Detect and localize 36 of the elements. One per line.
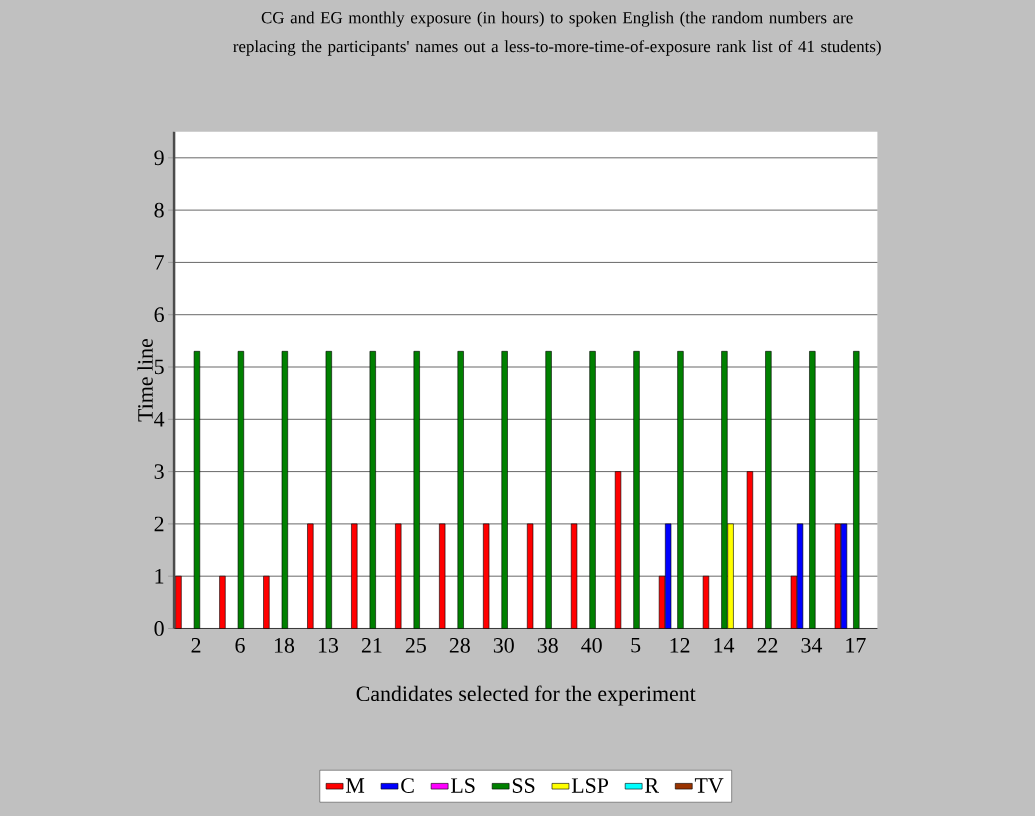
x-tick-label: 2 bbox=[191, 637, 201, 653]
x-tick-label: 5 bbox=[631, 637, 641, 653]
x-tick-label: 22 bbox=[757, 637, 778, 653]
legend-label: TV bbox=[694, 778, 724, 793]
chart-title: CG and EG monthly exposure (in hours) to spoken English (the random numbers are replacing the participants' names out a less-to-more-time-of-exposure rank list of 41 students) bbox=[233, 11, 881, 56]
y-tick-label: 6 bbox=[154, 307, 164, 323]
y-tick-label: 8 bbox=[154, 202, 164, 218]
x-tick-label: 38 bbox=[537, 637, 558, 653]
x-tick-label: 30 bbox=[493, 637, 514, 653]
legend-label: LS bbox=[451, 778, 475, 793]
y-tick-label: 2 bbox=[154, 516, 164, 532]
legend-label: SS bbox=[512, 778, 535, 793]
x-tick-label: 13 bbox=[318, 637, 339, 653]
y-tick-label: 0 bbox=[154, 621, 164, 636]
y-tick-label: 5 bbox=[154, 359, 164, 375]
x-tick-label: 18 bbox=[274, 637, 295, 653]
y-tick-label: 7 bbox=[155, 255, 164, 270]
y-tick-label: 3 bbox=[154, 464, 164, 479]
legend-label: LSP bbox=[571, 778, 609, 793]
x-axis-title: Candidates selected for the experiment bbox=[356, 685, 696, 706]
y-tick-label: 1 bbox=[155, 568, 164, 584]
y-tick-label: 9 bbox=[154, 150, 164, 166]
legend-label: M bbox=[345, 778, 365, 793]
x-tick-label: 34 bbox=[801, 637, 823, 653]
x-tick-label: 28 bbox=[449, 637, 470, 653]
x-tick-label: 40 bbox=[581, 637, 602, 653]
x-tick-label: 14 bbox=[714, 637, 735, 653]
legend-label: C bbox=[401, 778, 414, 793]
x-tick-label: 12 bbox=[670, 637, 690, 653]
x-tick-label: 21 bbox=[361, 637, 382, 653]
x-tick-label: 6 bbox=[235, 637, 245, 653]
y-axis-title: Time line bbox=[137, 339, 153, 422]
x-tick-label: 25 bbox=[405, 637, 426, 653]
legend-label: R bbox=[645, 778, 659, 793]
y-tick-label: 4 bbox=[154, 412, 165, 427]
x-tick-label: 17 bbox=[846, 637, 866, 653]
